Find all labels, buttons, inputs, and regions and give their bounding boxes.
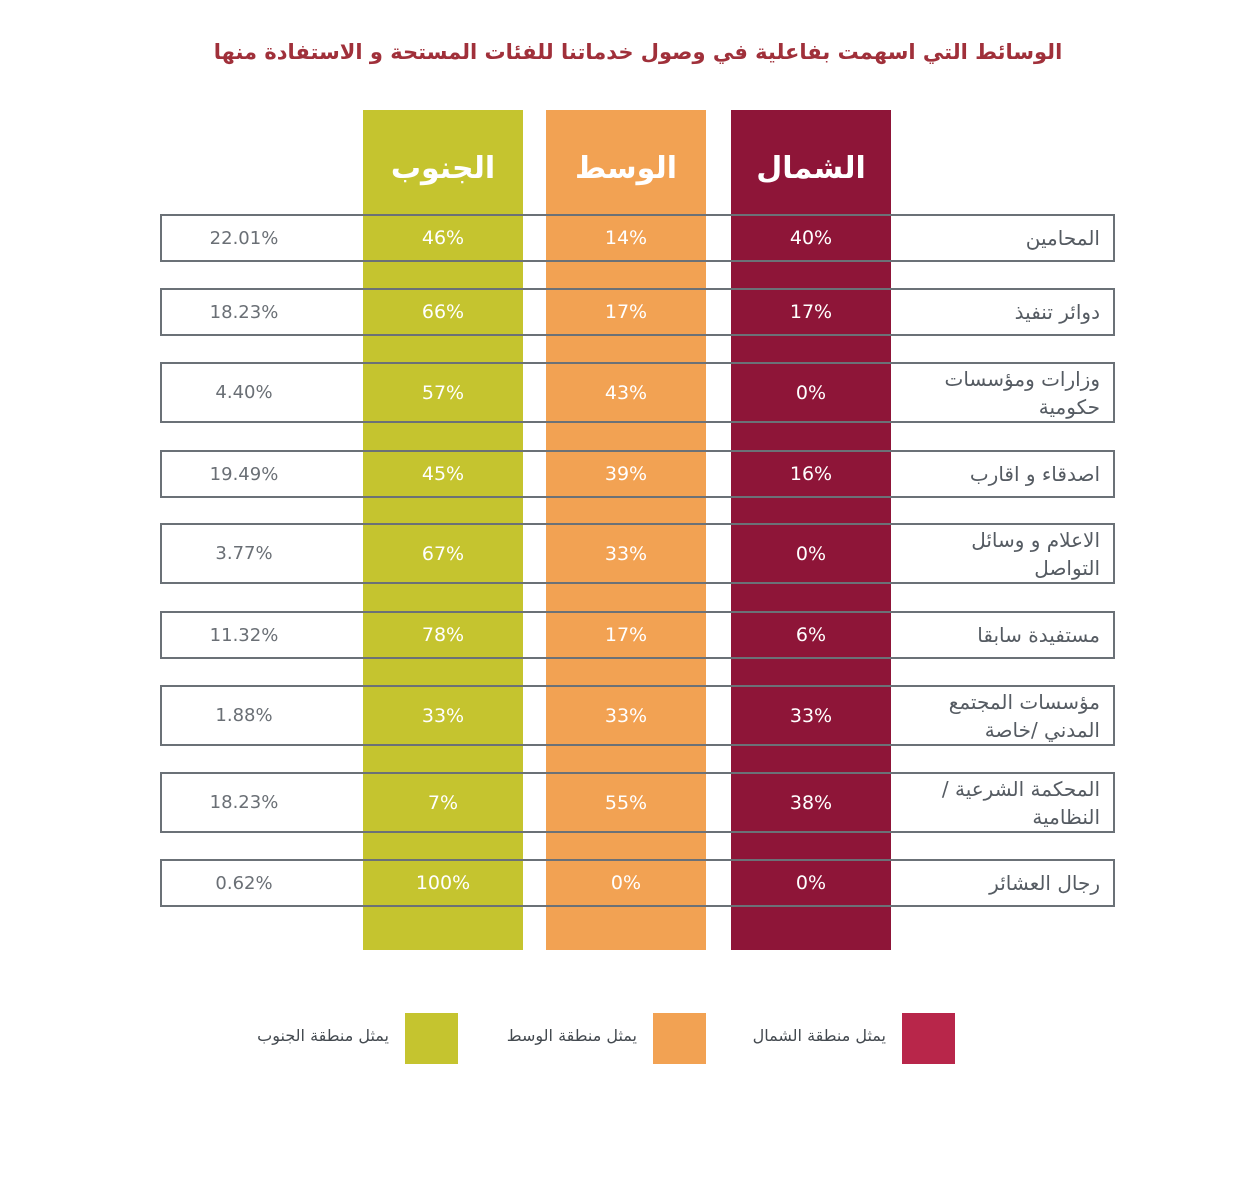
south-value: 33% (421, 704, 465, 727)
south-value: 46% (421, 227, 465, 249)
south-value: 67% (421, 542, 465, 565)
table-row (160, 450, 1115, 498)
row-label: وزارات ومؤسسات حكومية (944, 366, 1101, 419)
row-label: رجال العشائر (989, 871, 1100, 895)
north-value: 6% (795, 624, 827, 646)
legend-label-north: يمثل منطقة الشمال (752, 1026, 886, 1045)
north-value: 33% (789, 704, 833, 727)
row-total: 19.49% (209, 463, 279, 485)
center-value: 39% (604, 463, 648, 485)
south-value: 100% (415, 872, 471, 894)
south-value: 45% (421, 463, 465, 485)
page-title: الوسائط التي اسهمت بفاعلية في وصول خدمات… (213, 40, 1063, 64)
north-value: 17% (789, 301, 833, 323)
north-column-header: الشمال (756, 150, 866, 186)
row-label: اصدقاء و اقارب (969, 462, 1100, 486)
center-value: 17% (604, 301, 648, 323)
south-value: 7% (427, 791, 459, 814)
row-label: مستفيدة سابقا (977, 623, 1100, 647)
center-value: 33% (604, 704, 648, 727)
row-total: 0.62% (215, 872, 273, 894)
center-column-header: الوسط (575, 150, 677, 186)
center-value: 0% (610, 872, 642, 894)
legend-label-center: يمثل منطقة الوسط (506, 1026, 637, 1045)
south-value: 66% (421, 301, 465, 323)
table-row (160, 362, 1115, 423)
row-label: المحكمة الشرعية / النظامية (941, 776, 1100, 829)
south-column (363, 110, 523, 950)
legend-swatch-center (653, 1013, 706, 1064)
center-column (546, 110, 706, 950)
north-value: 16% (789, 463, 833, 485)
center-value: 17% (604, 624, 648, 646)
north-value: 40% (789, 227, 833, 249)
table-row (160, 288, 1115, 336)
table-row (160, 859, 1115, 907)
north-column (731, 110, 891, 950)
table-row (160, 685, 1115, 746)
legend-swatch-north (902, 1013, 955, 1064)
center-value: 14% (604, 227, 648, 249)
north-value: 38% (789, 791, 833, 814)
table-row (160, 214, 1115, 262)
legend-label-south: يمثل منطقة الجنوب (257, 1026, 389, 1045)
south-value: 57% (421, 381, 465, 404)
row-total: 11.32% (209, 624, 279, 646)
center-value: 55% (604, 791, 648, 814)
north-value: 0% (795, 542, 827, 565)
south-column-header: الجنوب (390, 150, 496, 186)
center-value: 43% (604, 381, 648, 404)
row-label: الاعلام و وسائل التواصل (971, 527, 1100, 580)
legend-swatch-south (405, 1013, 458, 1064)
row-label: المحامين (1025, 226, 1100, 250)
row-total: 18.23% (209, 301, 279, 323)
row-total: 18.23% (209, 792, 279, 813)
row-label: دوائر تنفيذ (1014, 300, 1100, 324)
table-row (160, 523, 1115, 584)
row-total: 22.01% (209, 227, 279, 249)
table-row (160, 611, 1115, 659)
center-value: 33% (604, 542, 648, 565)
north-value: 0% (795, 381, 827, 404)
row-label: مؤسسات المجتمع المدني /خاصة (948, 689, 1100, 742)
south-value: 78% (421, 624, 465, 646)
north-value: 0% (795, 872, 827, 894)
row-total: 1.88% (215, 705, 273, 726)
row-total: 4.40% (215, 382, 273, 403)
table-row (160, 772, 1115, 833)
row-total: 3.77% (215, 543, 273, 564)
